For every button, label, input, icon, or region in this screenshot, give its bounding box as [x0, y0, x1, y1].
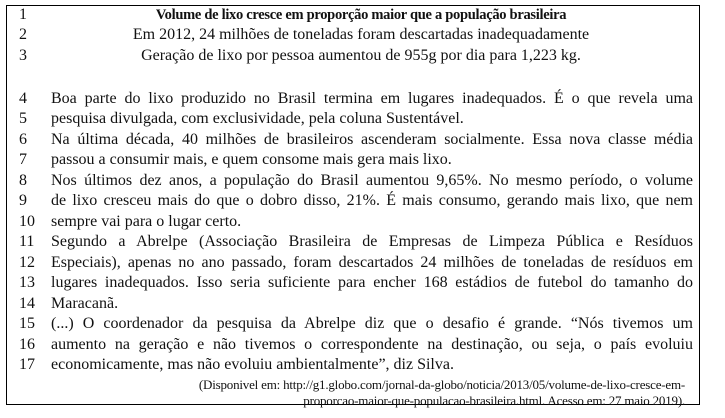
- line-number: 2: [19, 26, 27, 43]
- text-line: 10 sempre vai para o lugar certo.: [7, 212, 699, 232]
- paragraph-line: Especiais), apenas no ano passado, foram…: [51, 254, 693, 271]
- line-number: 9: [19, 192, 27, 209]
- text-line: 2 Em 2012, 24 milhões de toneladas foram …: [7, 25, 699, 45]
- line-number: 8: [19, 172, 27, 189]
- line-number: 7: [19, 151, 27, 168]
- paragraph-line: de lixo cresceu mais do que o dobro diss…: [51, 192, 693, 209]
- subtitle-line: Geração de lixo por pessoa aumentou de 9…: [141, 47, 581, 64]
- text-line: 11 Segundo a Abrelpe (Associação Brasilei…: [7, 232, 699, 252]
- text-line: 14 Maracanã.: [7, 294, 699, 314]
- line-number: 16: [19, 336, 35, 353]
- source-citation: proporcao-maior-que-populacao-brasileira…: [303, 393, 685, 408]
- paragraph-line: Segundo a Abrelpe (Associação Brasileira…: [51, 233, 693, 250]
- line-number: 6: [19, 131, 27, 148]
- line-number: 1: [19, 6, 27, 23]
- text-line: 13 lugares inadequados. Isso seria sufici…: [7, 273, 699, 293]
- paragraph-line: Na última década, 40 milhões de brasilei…: [51, 131, 693, 148]
- paragraph-line: sempre vai para o lugar certo.: [51, 213, 242, 230]
- text-line: 1 Volume de lixo cresce em proporção maio…: [7, 5, 699, 25]
- paragraph-line: lugares inadequados. Isso seria suficien…: [51, 274, 693, 291]
- text-line: 9 de lixo cresceu mais do que o dobro dis…: [7, 191, 699, 211]
- source-citation: (Disponivel em: http://g1.globo.com/jorn…: [198, 377, 685, 392]
- line-number: 5: [19, 110, 27, 127]
- text-line: 12 Especiais), apenas no ano passado, for…: [7, 253, 699, 273]
- line-number: 13: [19, 274, 35, 291]
- article-title: Volume de lixo cresce em proporção maior…: [155, 7, 567, 23]
- paragraph-line: Boa parte do lixo produzido no Brasil te…: [51, 90, 693, 107]
- line-number: 11: [19, 233, 35, 250]
- text-line: 15 (...) O coordenador da pesquisa da Abr…: [7, 314, 699, 334]
- line-number: 4: [19, 90, 27, 107]
- text-line: 16 aumento na geração e não tivemos o cor…: [7, 335, 699, 355]
- paragraph-line: aumento na geração e não tivemos o corre…: [51, 336, 693, 353]
- line-number: 10: [19, 213, 35, 230]
- text-line: 7 passou a consumir mais, e quem consome …: [7, 150, 699, 170]
- line-number: 12: [19, 254, 35, 271]
- line-number: 14: [19, 295, 35, 312]
- text-line: 4 Boa parte do lixo produzido no Brasil t…: [7, 89, 699, 109]
- text-line: 6 Na última década, 40 milhões de brasile…: [7, 130, 699, 150]
- text-line: 8 Nos últimos dez anos, a população do Br…: [7, 171, 699, 191]
- text-line: 5 pesquisa divulgada, com exclusividade, …: [7, 109, 699, 129]
- text-line: 17 economicamente, mas não evoluiu ambien…: [7, 355, 699, 375]
- paragraph-line: Maracanã.: [51, 295, 119, 312]
- line-number: 3: [19, 47, 27, 64]
- line-number: 15: [19, 315, 35, 332]
- subtitle-line: Em 2012, 24 milhões de toneladas foram d…: [132, 26, 590, 43]
- paragraph-line: Nos últimos dez anos, a população do Bra…: [51, 172, 693, 189]
- text-box: 1 Volume de lixo cresce em proporção maio…: [6, 5, 700, 408]
- paragraph-line: (...) O coordenador da pesquisa da Abrel…: [51, 315, 693, 332]
- line-number: 17: [19, 356, 35, 373]
- paragraph-line: pesquisa divulgada, com exclusividade, p…: [51, 110, 464, 127]
- paragraph-line: passou a consumir mais, e quem consome m…: [51, 151, 452, 168]
- paragraph-line: economicamente, mas não evoluiu ambienta…: [51, 356, 454, 373]
- text-line: 3 Geração de lixo por pessoa aumentou de …: [7, 46, 699, 66]
